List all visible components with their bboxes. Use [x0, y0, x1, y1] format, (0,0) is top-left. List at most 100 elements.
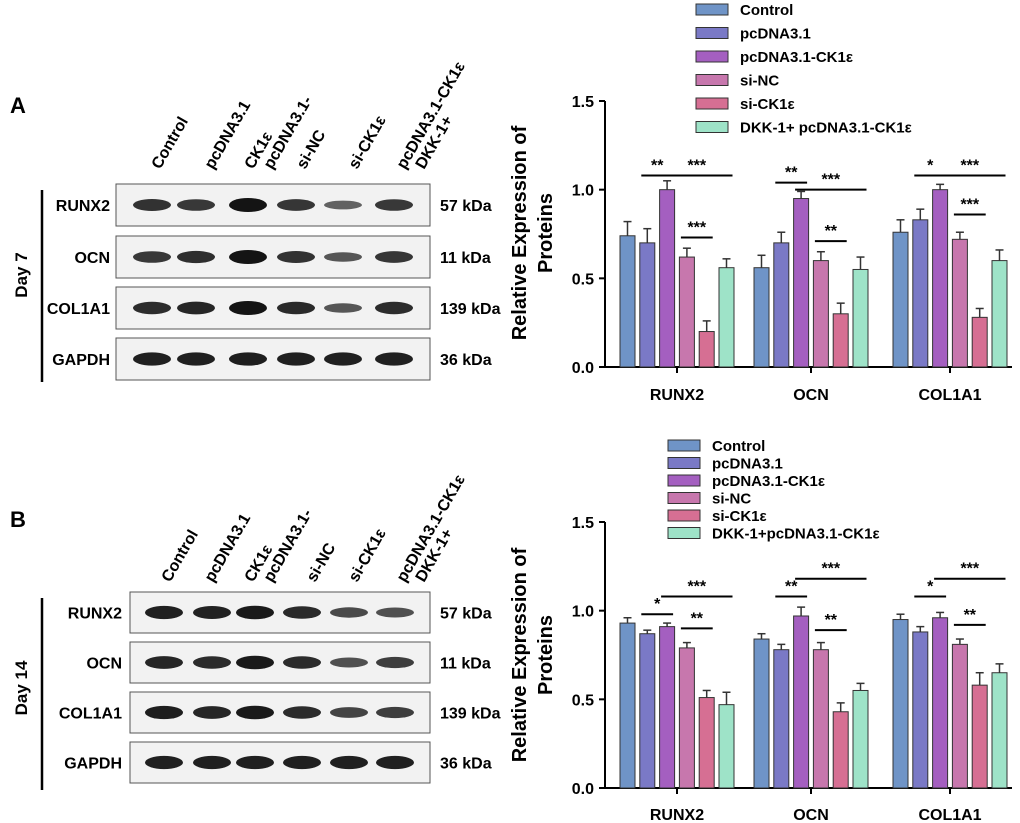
legend-swatch	[695, 27, 729, 39]
legend-label: si-NC	[740, 73, 779, 90]
bar	[718, 267, 735, 368]
legend-swatch	[695, 97, 729, 110]
blot-band	[236, 705, 274, 720]
bar	[951, 643, 968, 789]
significance-label: **	[825, 612, 838, 629]
kda-label: 139 kDa	[440, 706, 501, 723]
protein-label: GAPDH	[64, 756, 122, 773]
significance-label: ***	[687, 220, 706, 237]
legend-label: pcDNA3.1-CK1ε	[740, 49, 853, 66]
bar	[852, 689, 869, 789]
protein-label: OCN	[74, 250, 110, 267]
significance-label: *	[927, 157, 934, 174]
blot-band	[177, 250, 215, 264]
blot-band	[133, 301, 171, 315]
significance-label: *	[654, 596, 661, 613]
bar	[932, 189, 949, 368]
legend-label: pcDNA3.1	[740, 26, 811, 43]
y-axis-label: Relative Expression of	[509, 547, 531, 762]
legend-swatch	[695, 121, 729, 133]
bar	[812, 260, 829, 368]
significance-label: **	[825, 223, 838, 240]
blot-band	[193, 755, 231, 770]
blot-band	[236, 605, 274, 620]
kda-label: 57 kDa	[440, 198, 492, 215]
significance-label: ***	[960, 561, 979, 578]
protein-label: COL1A1	[47, 301, 110, 318]
bar	[991, 260, 1008, 368]
blot-band	[145, 705, 183, 720]
blot-band	[283, 656, 321, 669]
lane-label: Control	[159, 527, 202, 585]
blot-band	[193, 656, 231, 669]
bar	[951, 238, 968, 368]
blot-band	[145, 605, 183, 620]
bar	[753, 267, 770, 368]
y-axis-label: Relative Expression of	[509, 125, 531, 340]
legend-label: Control	[740, 2, 793, 19]
legend-label: si-CK1ε	[740, 96, 795, 113]
blot-band	[330, 755, 368, 770]
bar	[852, 268, 869, 368]
protein-label: COL1A1	[59, 706, 122, 723]
blot-band	[375, 199, 413, 211]
blot-band	[236, 755, 274, 770]
x-tick-label: RUNX2	[650, 807, 704, 823]
blot-band	[283, 755, 321, 770]
protein-label: RUNX2	[56, 198, 110, 215]
x-tick-label: OCN	[793, 387, 829, 404]
significance-label: **	[785, 165, 798, 182]
lane-label: si-CK1ε	[346, 526, 390, 585]
bar	[892, 231, 909, 368]
bar	[892, 619, 909, 789]
x-tick-label: COL1A1	[918, 807, 981, 823]
protein-label: GAPDH	[52, 352, 110, 369]
legend-swatch	[695, 3, 729, 16]
significance-label: **	[964, 607, 977, 624]
bar	[912, 219, 929, 368]
day-label: Day 14	[12, 660, 31, 715]
panel-letter: A	[10, 93, 26, 118]
blot-band	[236, 655, 274, 670]
significance-label: ***	[821, 172, 840, 189]
blot-row-col1a1: COL1A1 139 kDa	[47, 286, 501, 330]
blot-band	[229, 301, 267, 315]
blot-band	[145, 656, 183, 669]
bar-chart-day7: 0.0 0.5 1.0 1.5 Relative Expression of Protei…	[509, 2, 1012, 404]
significance-label: ***	[960, 157, 979, 174]
y-tick-label: 1.5	[572, 515, 594, 532]
y-tick-label: 1.5	[572, 94, 594, 111]
bar	[832, 711, 849, 789]
bar	[718, 704, 735, 789]
bar	[793, 615, 810, 789]
blot-band	[193, 605, 231, 620]
significance-label: ***	[687, 157, 706, 174]
kda-label: 11 kDa	[440, 250, 491, 267]
legend-swatch	[667, 439, 701, 452]
bar	[773, 242, 790, 368]
significance-label: ***	[960, 196, 979, 213]
bar	[753, 638, 770, 789]
legend-swatch	[667, 509, 701, 522]
legend-swatch	[667, 457, 701, 469]
blot-row-runx2: RUNX2 57 kDa	[56, 183, 492, 227]
blot-band	[324, 252, 362, 262]
lane-label: si-CK1ε	[346, 113, 390, 172]
blot-band	[375, 352, 413, 366]
blot-band	[229, 250, 267, 264]
bar	[971, 684, 988, 789]
blot-band	[277, 352, 315, 366]
bar	[832, 313, 849, 368]
legend-swatch	[667, 492, 701, 504]
bar-chart-day14: 0.0 0.5 1.0 1.5 Relative Expression of Protei…	[509, 438, 1012, 823]
blot-band	[277, 199, 315, 211]
blot-band	[177, 199, 215, 211]
blot-band	[283, 706, 321, 719]
y-tick-label: 0.0	[572, 781, 594, 798]
kda-label: 57 kDa	[440, 606, 492, 623]
blot-row-gapdh: GAPDH 36 kDa	[64, 741, 492, 784]
blot-band	[330, 707, 368, 718]
